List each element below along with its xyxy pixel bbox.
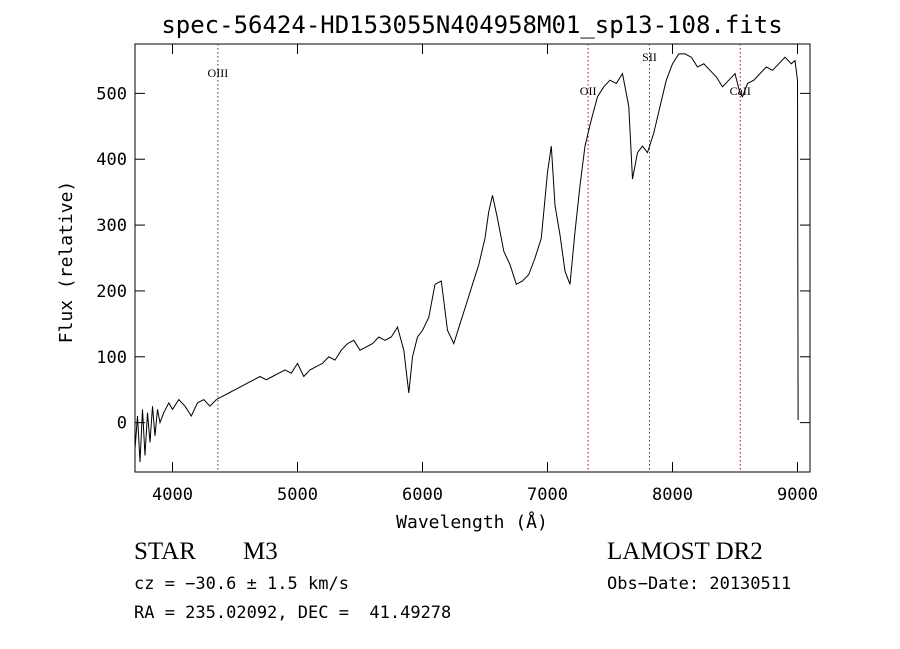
x-tick-label: 9000 — [777, 485, 818, 505]
emission-line-label: SII — [642, 50, 657, 64]
x-tick-label: 5000 — [277, 485, 318, 505]
emission-line-label: OII — [580, 84, 597, 98]
x-tick-label: 7000 — [527, 485, 568, 505]
y-tick-label: 100 — [96, 348, 127, 368]
y-tick-label: 200 — [96, 282, 127, 302]
y-axis-label: Flux (relative) — [56, 181, 77, 344]
y-tick-label: 300 — [96, 216, 127, 236]
y-tick-label: 500 — [96, 84, 127, 104]
star-type: STAR — [134, 538, 196, 565]
chart-title: spec-56424-HD153055N404958M01_sp13-108.f… — [161, 11, 782, 39]
y-tick-label: 400 — [96, 150, 127, 170]
y-tick-label: 0 — [117, 414, 127, 434]
survey-name: LAMOST DR2 — [607, 538, 763, 565]
spectrum-line — [134, 53, 799, 463]
star-class: M3 — [243, 538, 278, 565]
ra-dec: RA = 235.02092, DEC = 41.49278 — [134, 603, 452, 623]
emission-line-label: OIII — [208, 66, 229, 80]
cz-value: cz = −30.6 ± 1.5 km/s — [134, 574, 349, 594]
x-tick-label: 6000 — [402, 485, 443, 505]
obs-date: Obs−Date: 20130511 — [607, 574, 792, 594]
emission-line-label: CaII — [730, 84, 751, 98]
x-tick-label: 4000 — [152, 485, 193, 505]
x-axis-label: Wavelength (Å) — [396, 511, 548, 533]
plot-frame — [134, 43, 811, 473]
x-tick-label: 8000 — [652, 485, 693, 505]
